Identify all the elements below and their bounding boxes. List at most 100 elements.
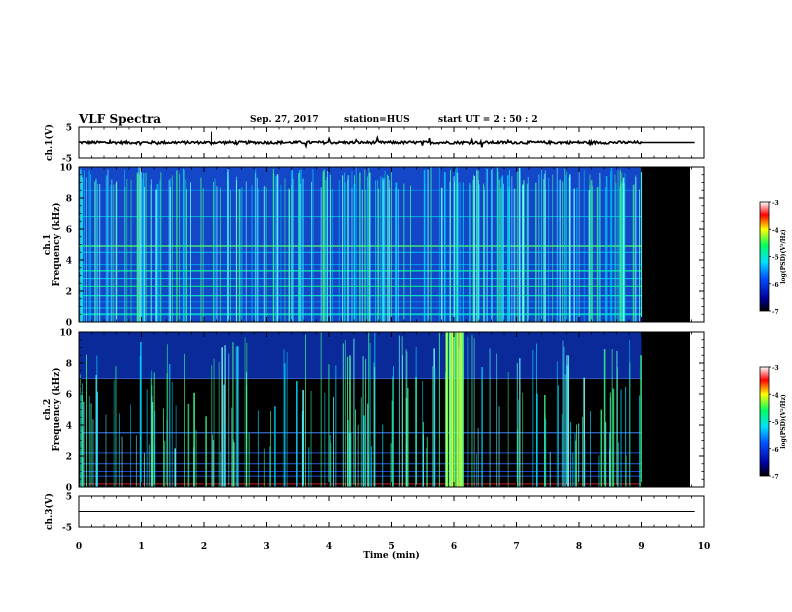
emission-streak xyxy=(146,389,148,487)
emission-streak xyxy=(359,172,361,322)
emission-streak xyxy=(219,451,221,487)
emission-streak xyxy=(491,168,492,322)
burst-streak xyxy=(460,332,462,487)
emission-streak xyxy=(94,181,95,322)
emission-streak xyxy=(96,391,98,487)
emission-streak xyxy=(219,187,221,322)
emission-streak xyxy=(154,411,156,487)
emission-streak xyxy=(168,179,170,322)
emission-streak xyxy=(485,167,487,322)
emission-streak xyxy=(160,172,162,322)
emission-streak xyxy=(164,441,166,487)
emission-streak xyxy=(438,167,440,322)
x-tick-label: 5 xyxy=(388,542,394,552)
emission-streak xyxy=(138,167,140,322)
emission-streak xyxy=(113,380,115,487)
emission-streak xyxy=(576,187,578,322)
y-tick-label: 0 xyxy=(66,319,72,329)
emission-streak xyxy=(202,187,204,322)
emission-streak xyxy=(615,182,617,322)
burst-streak xyxy=(462,332,464,487)
emission-streak xyxy=(163,408,164,487)
emission-streak xyxy=(232,439,234,487)
emission-streak xyxy=(527,184,529,322)
emission-streak xyxy=(81,174,83,322)
emission-streak xyxy=(113,184,115,322)
spectral-band xyxy=(79,463,642,465)
x-tick-label: 7 xyxy=(513,542,519,552)
emission-streak xyxy=(486,168,488,322)
emission-streak xyxy=(244,337,246,487)
x-tick-label: 8 xyxy=(576,542,582,552)
spectral-band xyxy=(79,378,642,379)
emission-streak xyxy=(559,179,561,322)
emission-streak xyxy=(383,178,385,322)
emission-streak xyxy=(558,180,560,322)
emission-streak xyxy=(415,347,417,487)
emission-streak xyxy=(86,177,87,322)
emission-streak xyxy=(527,176,529,322)
emission-streak xyxy=(95,178,97,322)
colorbar-tick-label: -6 xyxy=(772,447,779,454)
emission-streak xyxy=(556,361,558,487)
emission-streak xyxy=(561,414,563,487)
emission-streak xyxy=(566,171,567,322)
y-tick-label: 2 xyxy=(66,288,72,298)
emission-streak xyxy=(544,394,546,487)
emission-streak xyxy=(205,416,207,487)
emission-streak xyxy=(81,392,83,487)
emission-streak xyxy=(305,334,306,487)
burst-streak xyxy=(446,332,448,487)
emission-streak xyxy=(373,362,375,487)
emission-streak xyxy=(251,184,253,322)
emission-streak xyxy=(365,189,367,322)
emission-streak xyxy=(139,174,141,322)
y-axis-label: Frequency (kHz) xyxy=(51,367,62,451)
emission-streak xyxy=(150,378,152,487)
emission-streak xyxy=(275,176,277,322)
colorbar-1 xyxy=(759,201,770,312)
emission-streak xyxy=(368,174,370,322)
burst-streak xyxy=(445,332,447,487)
emission-streak xyxy=(83,170,85,322)
emission-streak xyxy=(333,396,334,487)
emission-streak xyxy=(611,349,613,487)
emission-streak xyxy=(477,428,479,487)
emission-streak xyxy=(347,420,349,487)
emission-streak xyxy=(256,177,258,322)
burst-streak xyxy=(460,332,462,487)
emission-streak xyxy=(511,176,513,322)
emission-streak xyxy=(473,175,476,322)
emission-streak xyxy=(223,422,225,487)
emission-streak xyxy=(368,332,370,487)
emission-streak xyxy=(500,187,502,322)
y-tick-label: 4 xyxy=(66,422,72,432)
emission-streak xyxy=(378,188,380,322)
emission-streak xyxy=(148,444,150,487)
emission-streak xyxy=(328,364,330,487)
colorbar-tick-label: -4 xyxy=(772,227,779,234)
emission-streak xyxy=(403,183,405,322)
colorbar-label: log(PSD)(V²/Hz) xyxy=(780,394,787,449)
emission-streak xyxy=(469,184,471,322)
start-time-label: start UT = 2 : 50 : 2 xyxy=(438,115,538,125)
emission-streak xyxy=(483,183,484,322)
emission-streak xyxy=(572,452,574,487)
panel-channel-label: ch.2 xyxy=(43,399,53,420)
emission-streak xyxy=(212,440,214,487)
emission-streak xyxy=(237,346,239,487)
emission-streak xyxy=(625,455,627,487)
emission-streak xyxy=(95,375,97,487)
x-axis-label: Time (min) xyxy=(363,550,420,561)
emission-streak xyxy=(556,168,558,322)
emission-streak xyxy=(578,168,580,322)
emission-streak xyxy=(116,181,118,322)
emission-streak xyxy=(157,183,159,322)
emission-streak xyxy=(384,170,386,322)
emission-streak xyxy=(182,168,184,322)
emission-streak xyxy=(269,446,271,487)
emission-streak xyxy=(576,424,577,487)
emission-streak xyxy=(549,451,551,487)
emission-streak xyxy=(391,168,392,322)
colorbar-tick-label: -6 xyxy=(772,282,779,289)
